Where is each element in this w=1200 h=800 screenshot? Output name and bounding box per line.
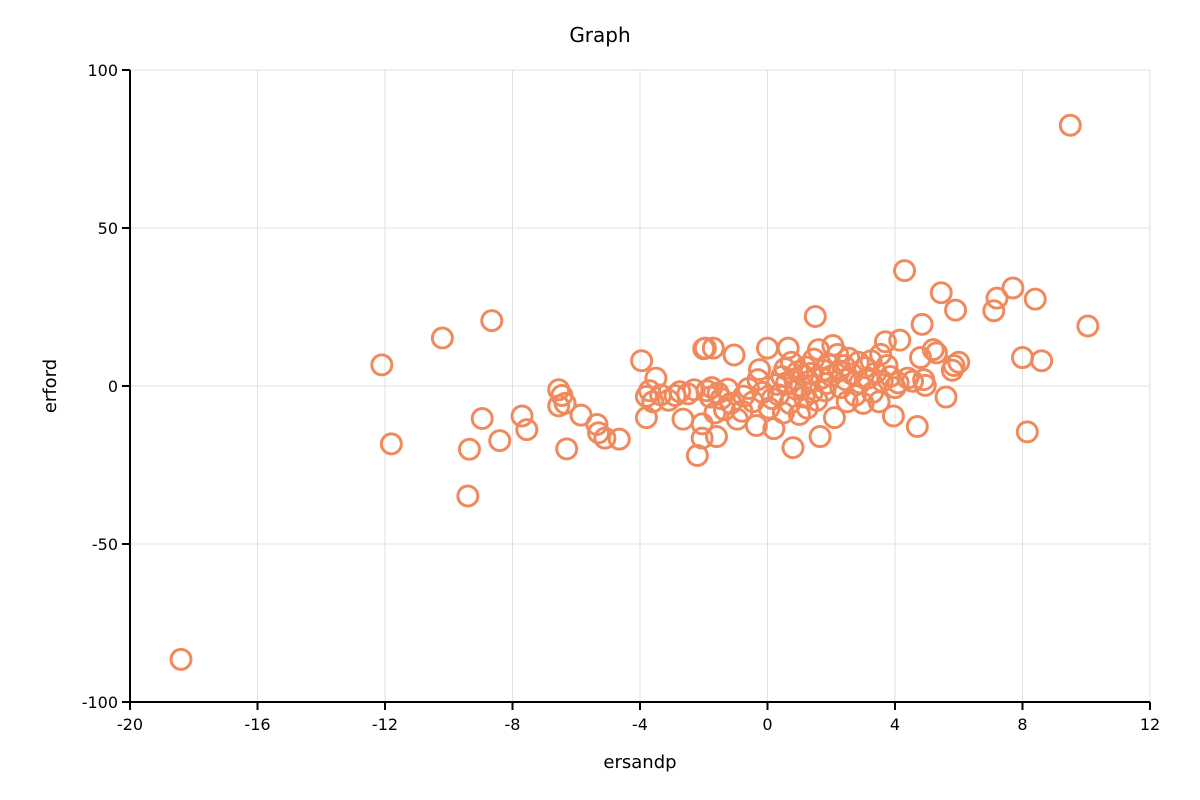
scatter-point [587, 421, 611, 445]
scatter-point [555, 437, 579, 461]
scatter-point [701, 336, 725, 360]
scatter-point [644, 366, 668, 390]
scatter-point [593, 426, 617, 450]
scatter-point [693, 336, 717, 360]
ticks-layer: -20 -16 -12 -8 -4 0 4 8 12 -100 -50 0 50 100 [82, 61, 1160, 734]
scatter-point [875, 353, 899, 377]
scatter-point [457, 437, 481, 461]
x-tick-label: -8 [505, 715, 521, 734]
x-tick-label: -16 [244, 715, 270, 734]
scatter-point [169, 647, 193, 671]
scatter-point [379, 432, 403, 456]
scatter-point [480, 309, 504, 333]
scatter-point [722, 343, 746, 367]
scatter-point [803, 304, 827, 328]
scatter-point [910, 312, 934, 336]
scatter-point [1001, 276, 1025, 300]
y-tick-label: 100 [87, 61, 118, 80]
x-tick-label: -20 [117, 715, 143, 734]
scatter-point [705, 425, 728, 449]
scatter-point [873, 330, 897, 354]
scatter-point [913, 373, 937, 397]
scatter-point [822, 406, 846, 430]
scatter-point [510, 404, 534, 428]
scatter-point [893, 259, 917, 283]
scatter-point [638, 379, 662, 403]
scatter-point [985, 286, 1009, 310]
scatter-point [456, 484, 480, 508]
scatter-point [921, 338, 945, 362]
y-tick-label: -50 [92, 535, 118, 554]
scatter-point [947, 350, 971, 374]
scatter-point [881, 404, 905, 428]
points-layer [169, 113, 1100, 671]
scatter-point [553, 391, 577, 415]
scatter-point [869, 342, 893, 366]
y-tick-label: -100 [82, 693, 118, 712]
scatter-point [607, 427, 631, 451]
scatter-point [470, 407, 494, 431]
scatter-point [430, 326, 454, 350]
scatter-point [690, 426, 714, 450]
scatter-point [488, 429, 512, 453]
x-axis-label: ersandp [603, 752, 676, 773]
scatter-point [826, 342, 850, 366]
scatter-point [924, 341, 948, 365]
scatter-point [905, 414, 929, 438]
scatter-point [370, 353, 394, 377]
scatter-point [1015, 420, 1039, 444]
y-tick-label: 0 [108, 377, 118, 396]
scatter-point [888, 328, 912, 352]
scatter-point [671, 407, 695, 431]
scatter-point [630, 349, 654, 373]
x-tick-label: 8 [1017, 715, 1027, 734]
x-tick-label: -12 [372, 715, 398, 734]
scatter-point [515, 418, 539, 442]
scatter-point [843, 383, 867, 407]
scatter-point [781, 436, 805, 460]
y-axis-label: erford [40, 359, 61, 413]
scatter-point [794, 355, 818, 379]
scatter-point [944, 298, 968, 322]
scatter-point [909, 346, 932, 370]
scatter-point [748, 358, 772, 382]
scatter-point [1076, 314, 1100, 338]
scatter-point [1023, 287, 1047, 311]
scatter-point [982, 299, 1006, 323]
scatter-point [934, 385, 958, 409]
scatter-point [808, 425, 832, 449]
scatter-point [1030, 349, 1054, 373]
scatter-point [1058, 113, 1082, 137]
scatter-point [853, 356, 877, 380]
scatter-point [744, 414, 768, 437]
scatter-point [901, 369, 925, 393]
scatter-point [634, 406, 658, 430]
y-tick-label: 50 [98, 219, 118, 238]
scatter-point [929, 281, 953, 305]
x-tick-label: -4 [632, 715, 648, 734]
x-tick-label: 12 [1140, 715, 1160, 734]
scatter-point [776, 336, 800, 360]
scatter-point [942, 353, 966, 377]
scatter-point [784, 377, 808, 401]
chart-title: Graph [569, 23, 630, 47]
x-tick-label: 0 [762, 715, 772, 734]
x-tick-label: 4 [890, 715, 900, 734]
